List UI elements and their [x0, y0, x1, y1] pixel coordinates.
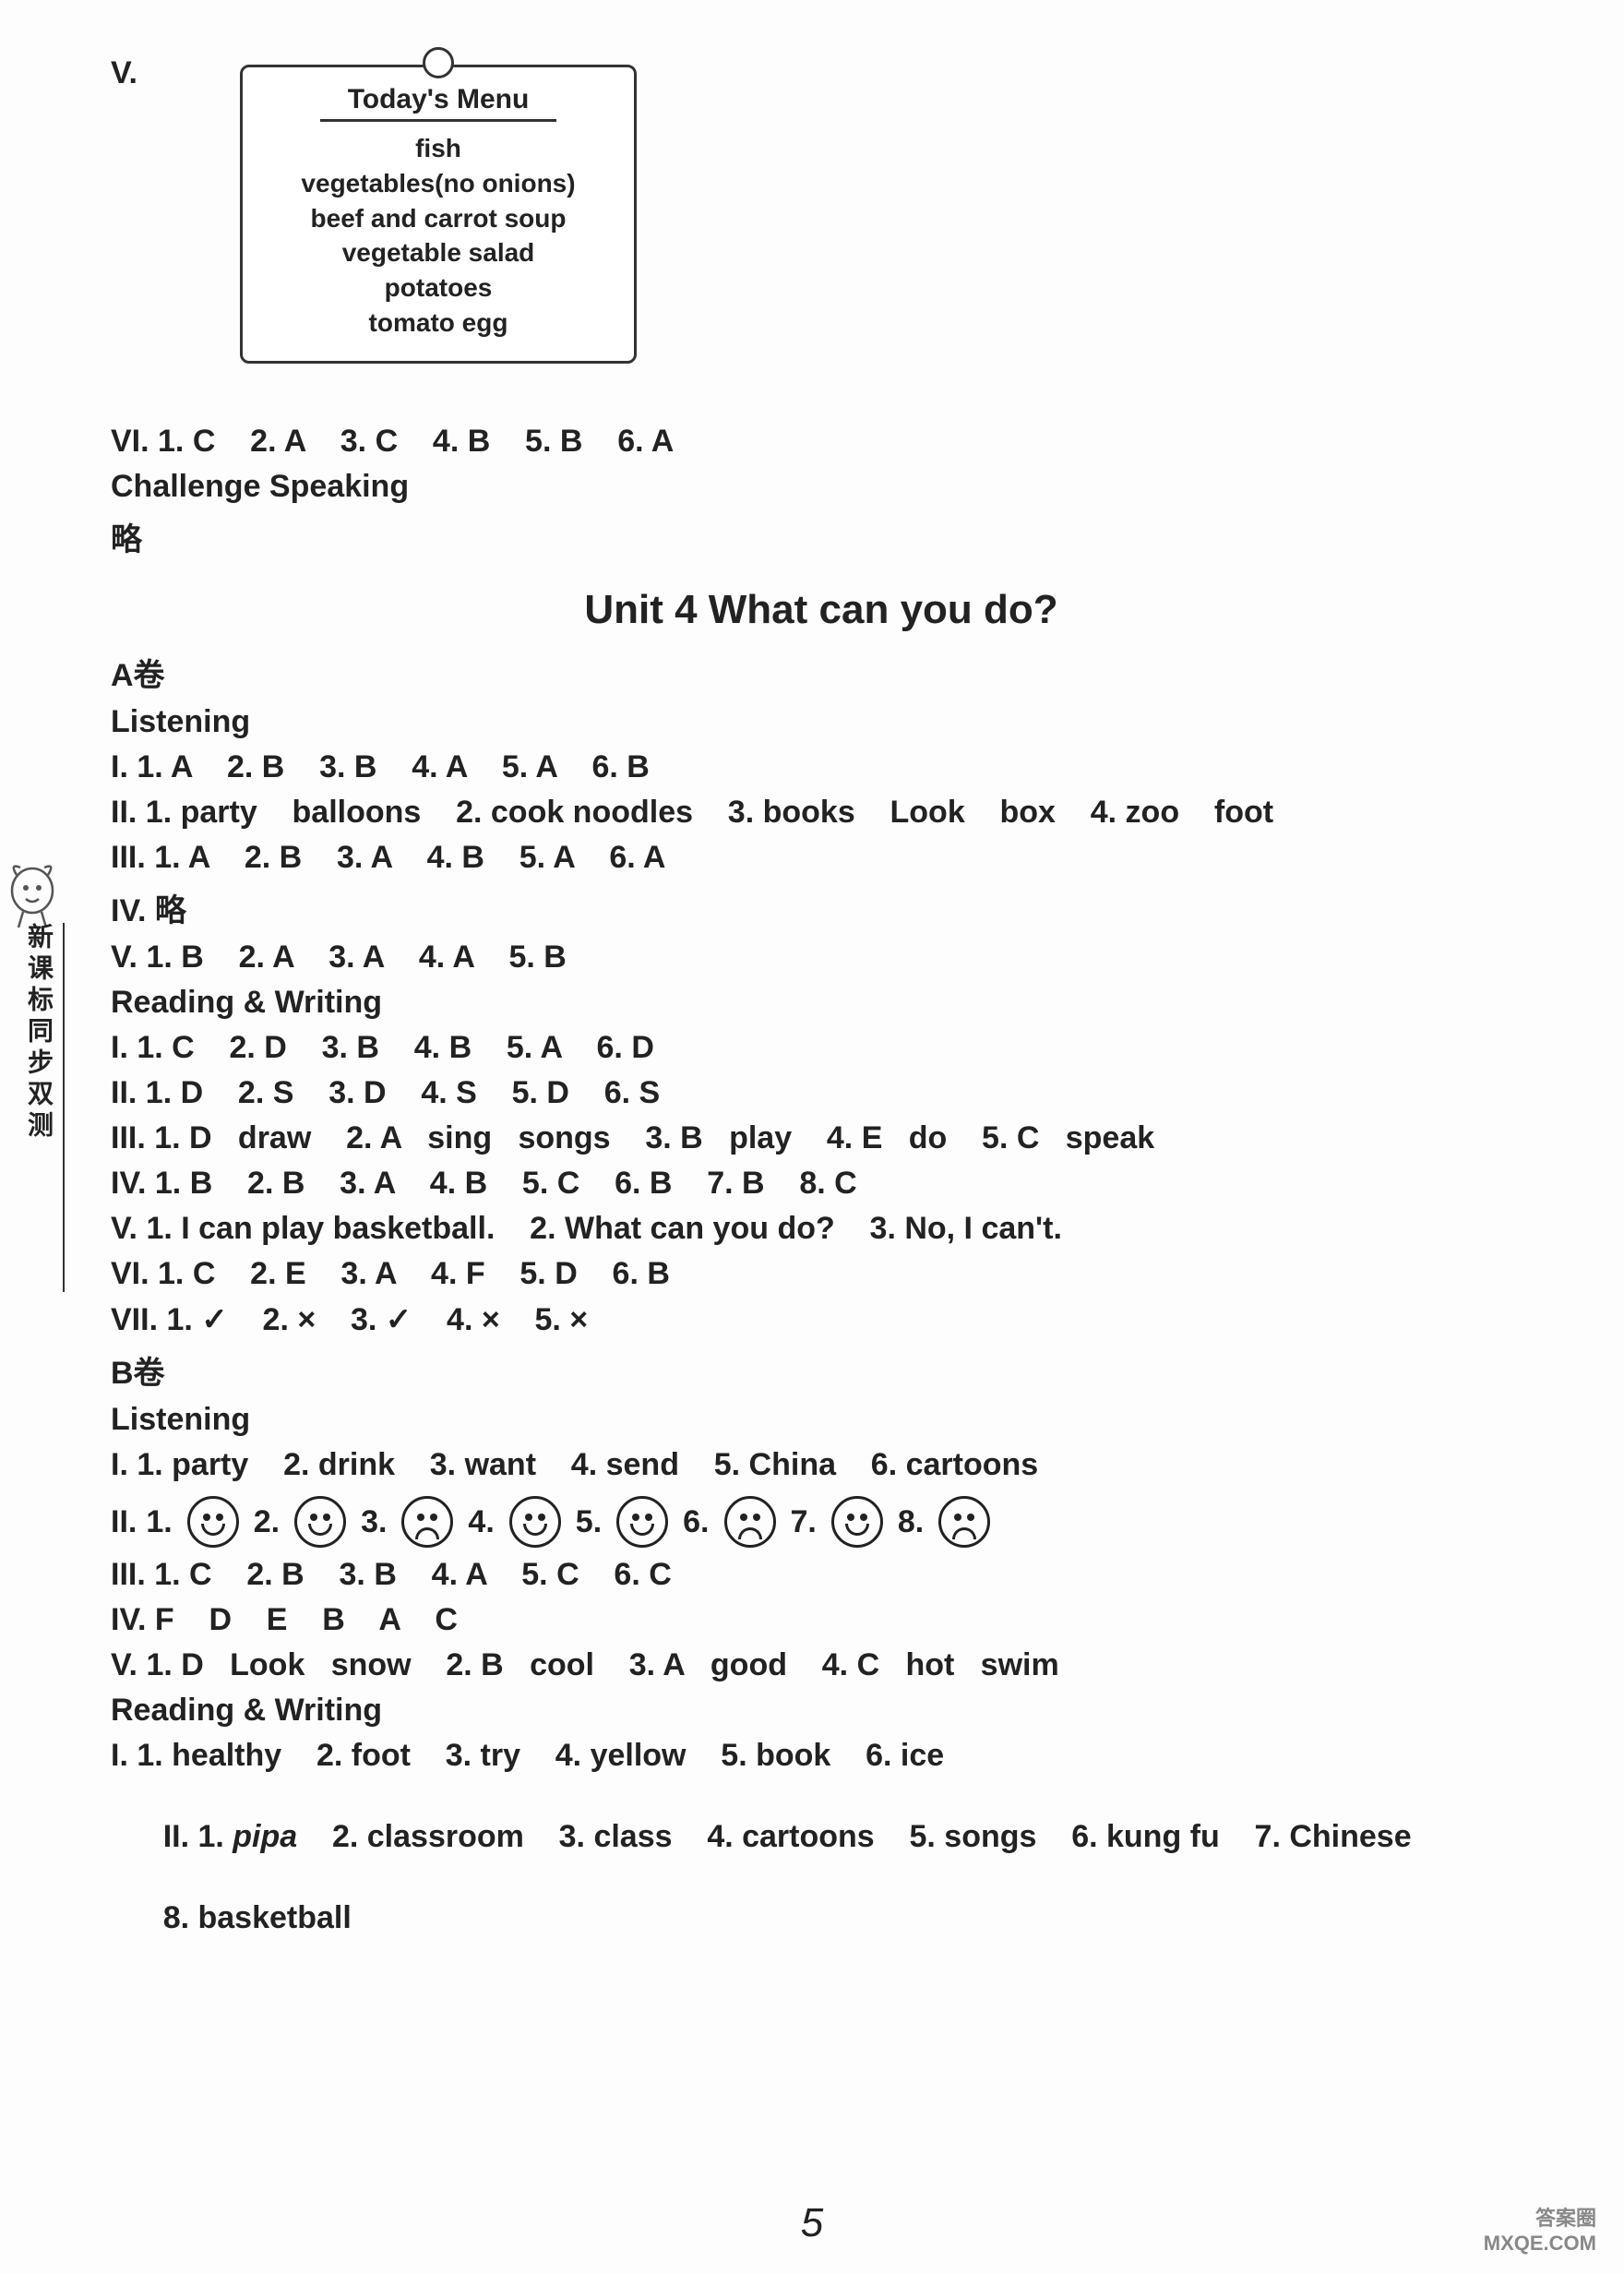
- a-listen-2: II. 1. party balloons 2. cook noodles 3.…: [111, 795, 1532, 831]
- face-num: 8.: [898, 1504, 924, 1540]
- menu-card-hole-icon: [423, 47, 454, 78]
- menu-item: vegetable salad: [252, 235, 625, 270]
- a-rw-2: II. 1. D 2. S 3. D 4. S 5. D 6. S: [111, 1075, 1532, 1111]
- menu-item: beef and carrot soup: [252, 201, 625, 236]
- b-rw-1: I. 1. healthy 2. foot 3. try 4. yellow 5…: [111, 1738, 1532, 1774]
- page-number: 5: [801, 2200, 823, 2246]
- b-rw-2-pipa: pipa: [233, 1819, 297, 1854]
- a-listen-5: V. 1. B 2. A 3. A 4. A 5. B: [111, 940, 1532, 975]
- b-listen-2-faces: II. 1. 2. 3. 4. 5. 6. 7. 8.: [111, 1496, 1532, 1548]
- smile-icon: [509, 1496, 561, 1548]
- watermark-line1: 答案圈: [1484, 2207, 1596, 2231]
- reading-writing-heading-b: Reading & Writing: [111, 1693, 1532, 1729]
- b-roll-label: B卷: [111, 1347, 1532, 1393]
- content-block: VI. 1. C 2. A 3. C 4. B 5. B 6. A Challe…: [111, 424, 1532, 1936]
- answers-vi: VI. 1. C 2. A 3. C 4. B 5. B 6. A: [111, 424, 1532, 460]
- a-rw-7: VII. 1. ✓ 2. × 3. ✓ 4. × 5. ×: [111, 1301, 1532, 1338]
- menu-item: potatoes: [252, 270, 625, 305]
- menu-item: tomato egg: [252, 305, 625, 341]
- smile-icon: [294, 1496, 346, 1548]
- menu-title: Today's Menu: [320, 84, 557, 122]
- a-rw-5: V. 1. I can play basketball. 2. What can…: [111, 1211, 1532, 1247]
- face-num: 1.: [146, 1504, 172, 1540]
- menu-item: fish: [252, 131, 625, 166]
- worksheet-page: V. Today's Menu fish vegetables(no onion…: [0, 0, 1624, 2274]
- menu-items-list: fish vegetables(no onions) beef and carr…: [252, 131, 625, 341]
- sad-icon: [938, 1496, 990, 1548]
- smile-icon: [831, 1496, 883, 1548]
- face-num: 2.: [254, 1504, 280, 1540]
- smile-icon: [616, 1496, 668, 1548]
- face-num: 7.: [791, 1504, 817, 1540]
- sad-icon: [401, 1496, 453, 1548]
- listening-heading-b: Listening: [111, 1402, 1532, 1438]
- b-listen-2-prefix: II.: [111, 1504, 137, 1540]
- face-num: 5.: [576, 1504, 602, 1540]
- menu-card: Today's Menu fish vegetables(no onions) …: [240, 65, 637, 364]
- b-listen-3: III. 1. C 2. B 3. B 4. A 5. C 6. C: [111, 1557, 1532, 1593]
- smile-icon: [187, 1496, 239, 1548]
- a-listen-1: I. 1. A 2. B 3. B 4. A 5. A 6. B: [111, 749, 1532, 785]
- challenge-omitted: 略: [111, 514, 1532, 559]
- challenge-heading: Challenge Speaking: [111, 469, 1532, 505]
- face-num: 6.: [683, 1504, 709, 1540]
- b-listen-4: IV. F D E B A C: [111, 1602, 1532, 1638]
- b-rw-2: II. 1. pipa 2. classroom 3. class 4. car…: [111, 1783, 1532, 1891]
- a-rw-6: VI. 1. C 2. E 3. A 4. F 5. D 6. B: [111, 1256, 1532, 1292]
- a-rw-4: IV. 1. B 2. B 3. A 4. B 5. C 6. B 7. B 8…: [111, 1166, 1532, 1202]
- b-rw-2-prefix: II. 1.: [163, 1819, 233, 1854]
- a-rw-1: I. 1. C 2. D 3. B 4. B 5. A 6. D: [111, 1030, 1532, 1066]
- b-listen-1: I. 1. party 2. drink 3. want 4. send 5. …: [111, 1447, 1532, 1483]
- a-rw-3: III. 1. D draw 2. A sing songs 3. B play…: [111, 1120, 1532, 1156]
- face-num: 3.: [361, 1504, 387, 1540]
- a-roll-label: A卷: [111, 650, 1532, 695]
- menu-item: vegetables(no onions): [252, 166, 625, 201]
- watermark: 答案圈 MXQE.COM: [1484, 2207, 1596, 2256]
- b-rw-2-rest: 2. classroom 3. class 4. cartoons 5. son…: [297, 1819, 1411, 1854]
- sad-icon: [724, 1496, 776, 1548]
- sidebar-title: 新课标同步双测: [28, 923, 65, 1292]
- b-listen-5: V. 1. D Look snow 2. B cool 3. A good 4.…: [111, 1647, 1532, 1683]
- a-listen-4: IV. 略: [111, 885, 1532, 930]
- a-listen-3: III. 1. A 2. B 3. A 4. B 5. A 6. A: [111, 840, 1532, 876]
- b-rw-2-cont: 8. basketball: [111, 1900, 1532, 1936]
- unit-title: Unit 4 What can you do?: [111, 587, 1532, 633]
- face-num: 4.: [468, 1504, 494, 1540]
- listening-heading: Listening: [111, 704, 1532, 740]
- watermark-line2: MXQE.COM: [1484, 2232, 1596, 2256]
- reading-writing-heading: Reading & Writing: [111, 985, 1532, 1021]
